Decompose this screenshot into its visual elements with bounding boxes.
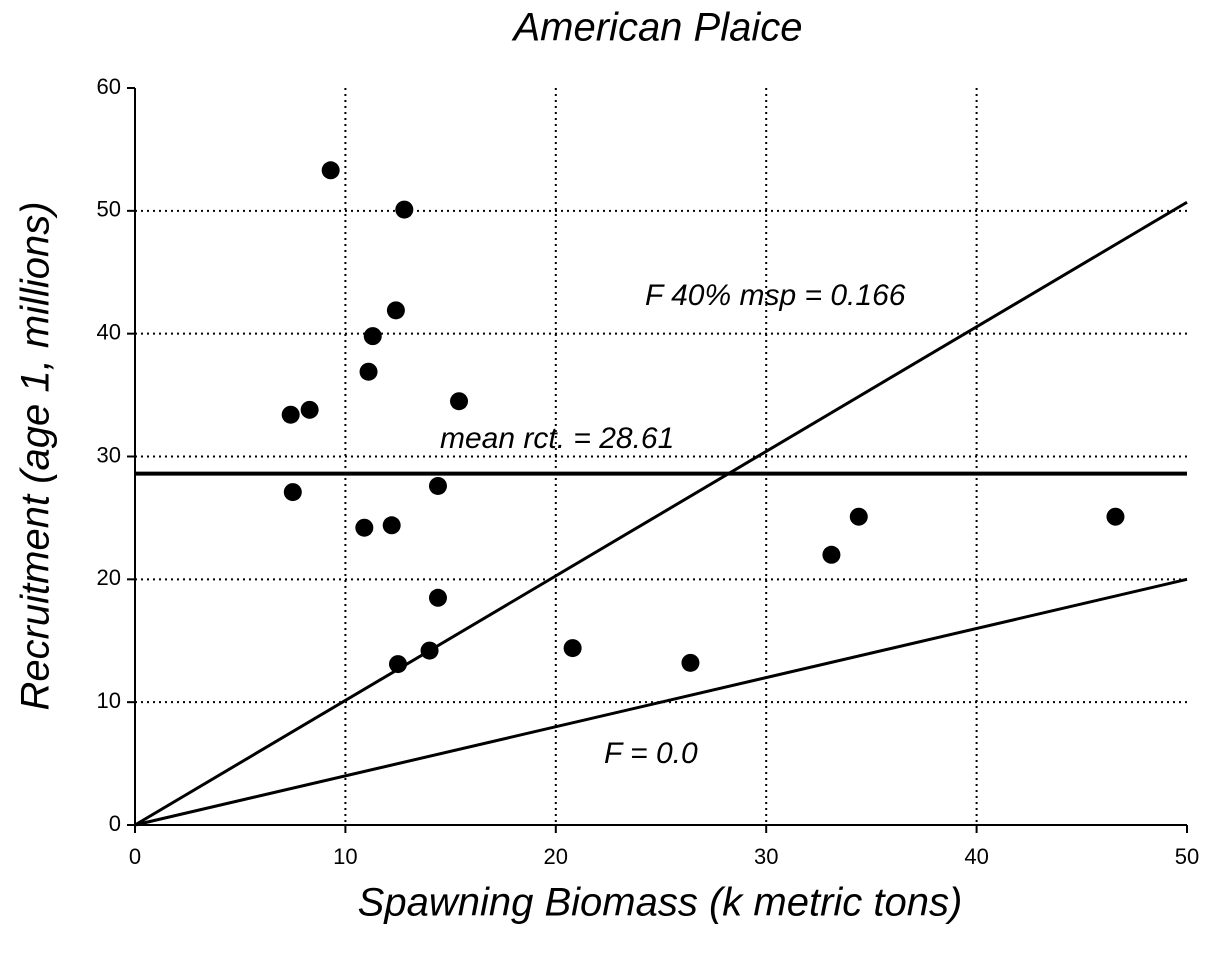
y-axis-label: Recruitment (age 1, millions) [14,201,58,710]
point [681,653,700,672]
point [1106,507,1125,526]
point [321,161,340,180]
point [300,400,319,419]
y-tick-label: 60 [97,74,121,99]
point [389,655,407,674]
point [395,200,414,219]
x-tick-label: 10 [333,844,357,869]
point [359,362,378,381]
x-tick-label: 40 [964,844,988,869]
chart-title: American Plaice [511,6,802,50]
x-tick-label: 30 [754,844,778,869]
point [450,392,469,411]
point [281,405,300,424]
point [849,507,868,526]
y-tick-label: 40 [97,319,121,344]
line-label: mean rct. = 28.61 [440,422,674,455]
point [363,327,382,346]
point [355,518,374,537]
point [386,301,405,320]
point [563,639,582,658]
x-tick-label: 0 [129,844,141,869]
y-tick-label: 0 [109,811,121,836]
point [428,476,447,495]
y-tick-label: 30 [97,442,121,467]
y-tick-label: 50 [97,197,121,222]
point [283,483,302,502]
point [428,588,447,607]
point [420,641,439,660]
x-tick-label: 20 [544,844,568,869]
reference-line [134,577,1188,827]
point [822,545,841,564]
y-tick-label: 10 [97,688,121,713]
y-tick-label: 20 [97,565,121,590]
x-axis-label: Spawning Biomass (k metric tons) [358,881,963,925]
reference-line [134,200,1188,827]
line-label: F 40% msp = 0.166 [645,279,906,312]
line-label: F = 0.0 [604,737,698,770]
point [382,516,401,535]
x-tick-label: 50 [1175,844,1199,869]
